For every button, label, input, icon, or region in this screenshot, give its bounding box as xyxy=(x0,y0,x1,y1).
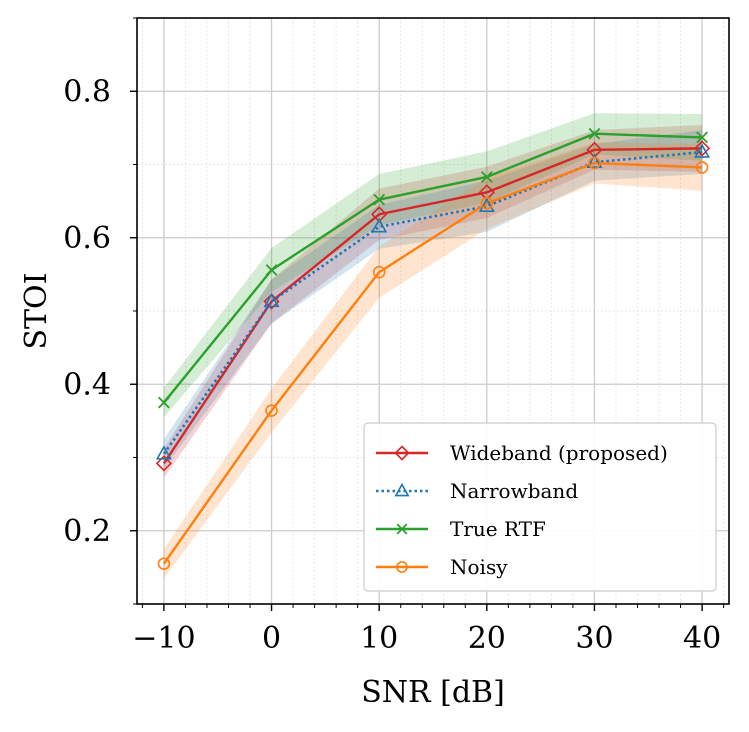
marker-wideband-proposed xyxy=(693,140,711,157)
x-tick-label: 20 xyxy=(468,621,506,656)
x-tick-label: 10 xyxy=(360,621,398,656)
x-axis-label: SNR [dB] xyxy=(361,675,505,710)
marker-noisy xyxy=(157,557,171,570)
band-true-rtf xyxy=(163,113,703,418)
marker-stroke xyxy=(480,171,493,183)
series-lines xyxy=(162,132,703,565)
legend-label-true-rtf: True RTF xyxy=(450,517,546,541)
x-tick-label: 30 xyxy=(575,621,613,656)
y-tick-label: 0.4 xyxy=(63,367,111,402)
legend-marker-noisy xyxy=(396,561,408,573)
axis-ticks: −10 0 10 20 30 40 0.2 0.4 0.6 0.8 xyxy=(63,17,725,656)
marker-narrowband xyxy=(263,292,280,308)
legend-label-wideband-proposed: Wideband (proposed) xyxy=(450,441,668,465)
x-tick-label: 0 xyxy=(262,621,281,656)
marker-noisy xyxy=(588,156,601,170)
marker-stroke xyxy=(158,396,170,409)
marker-true-rtf xyxy=(158,396,170,409)
marker-wideband-proposed xyxy=(263,293,280,310)
marker-true-rtf xyxy=(696,131,708,144)
line-narrowband xyxy=(162,150,703,455)
legend-marker-true-rtf xyxy=(396,523,408,535)
series-markers xyxy=(155,127,711,570)
marker-true-rtf xyxy=(373,193,386,206)
band-narrowband xyxy=(163,130,703,469)
marker-narrowband xyxy=(694,143,711,158)
marker-stroke xyxy=(696,131,708,144)
y-tick-label: 0.2 xyxy=(63,514,111,549)
legend-marker-wideband-proposed xyxy=(394,445,410,461)
marker-noisy xyxy=(480,197,494,210)
marker-true-rtf xyxy=(480,171,493,183)
marker-narrowband xyxy=(155,445,172,460)
marker-stroke xyxy=(265,264,278,276)
legend-label-noisy: Noisy xyxy=(450,555,508,579)
legend: Wideband (proposed) Narrowband True RTF Noi… xyxy=(363,422,717,592)
marker-wideband-proposed xyxy=(155,455,173,472)
marker-noisy xyxy=(695,161,709,174)
legend-box xyxy=(363,422,717,592)
legend-marker-narrowband xyxy=(394,482,410,497)
line-noisy xyxy=(162,161,703,565)
marker-noisy xyxy=(265,404,278,417)
marker-noisy xyxy=(372,265,386,279)
marker-narrowband xyxy=(478,197,495,212)
y-tick-label: 0.6 xyxy=(63,221,111,256)
band-noisy xyxy=(163,142,703,579)
line-true-rtf xyxy=(162,132,703,404)
marker-stroke xyxy=(588,127,601,140)
marker-narrowband xyxy=(586,153,603,169)
x-tick-label: 40 xyxy=(683,621,721,656)
x-tick-label: −10 xyxy=(132,621,195,656)
marker-narrowband xyxy=(371,218,388,233)
legend-label-narrowband: Narrowband xyxy=(450,479,578,503)
marker-stroke xyxy=(396,523,408,535)
y-tick-label: 0.8 xyxy=(63,74,111,109)
marker-true-rtf xyxy=(588,127,601,140)
y-axis-label: STOI xyxy=(19,272,54,349)
marker-stroke xyxy=(373,193,386,206)
marker-true-rtf xyxy=(265,264,278,276)
